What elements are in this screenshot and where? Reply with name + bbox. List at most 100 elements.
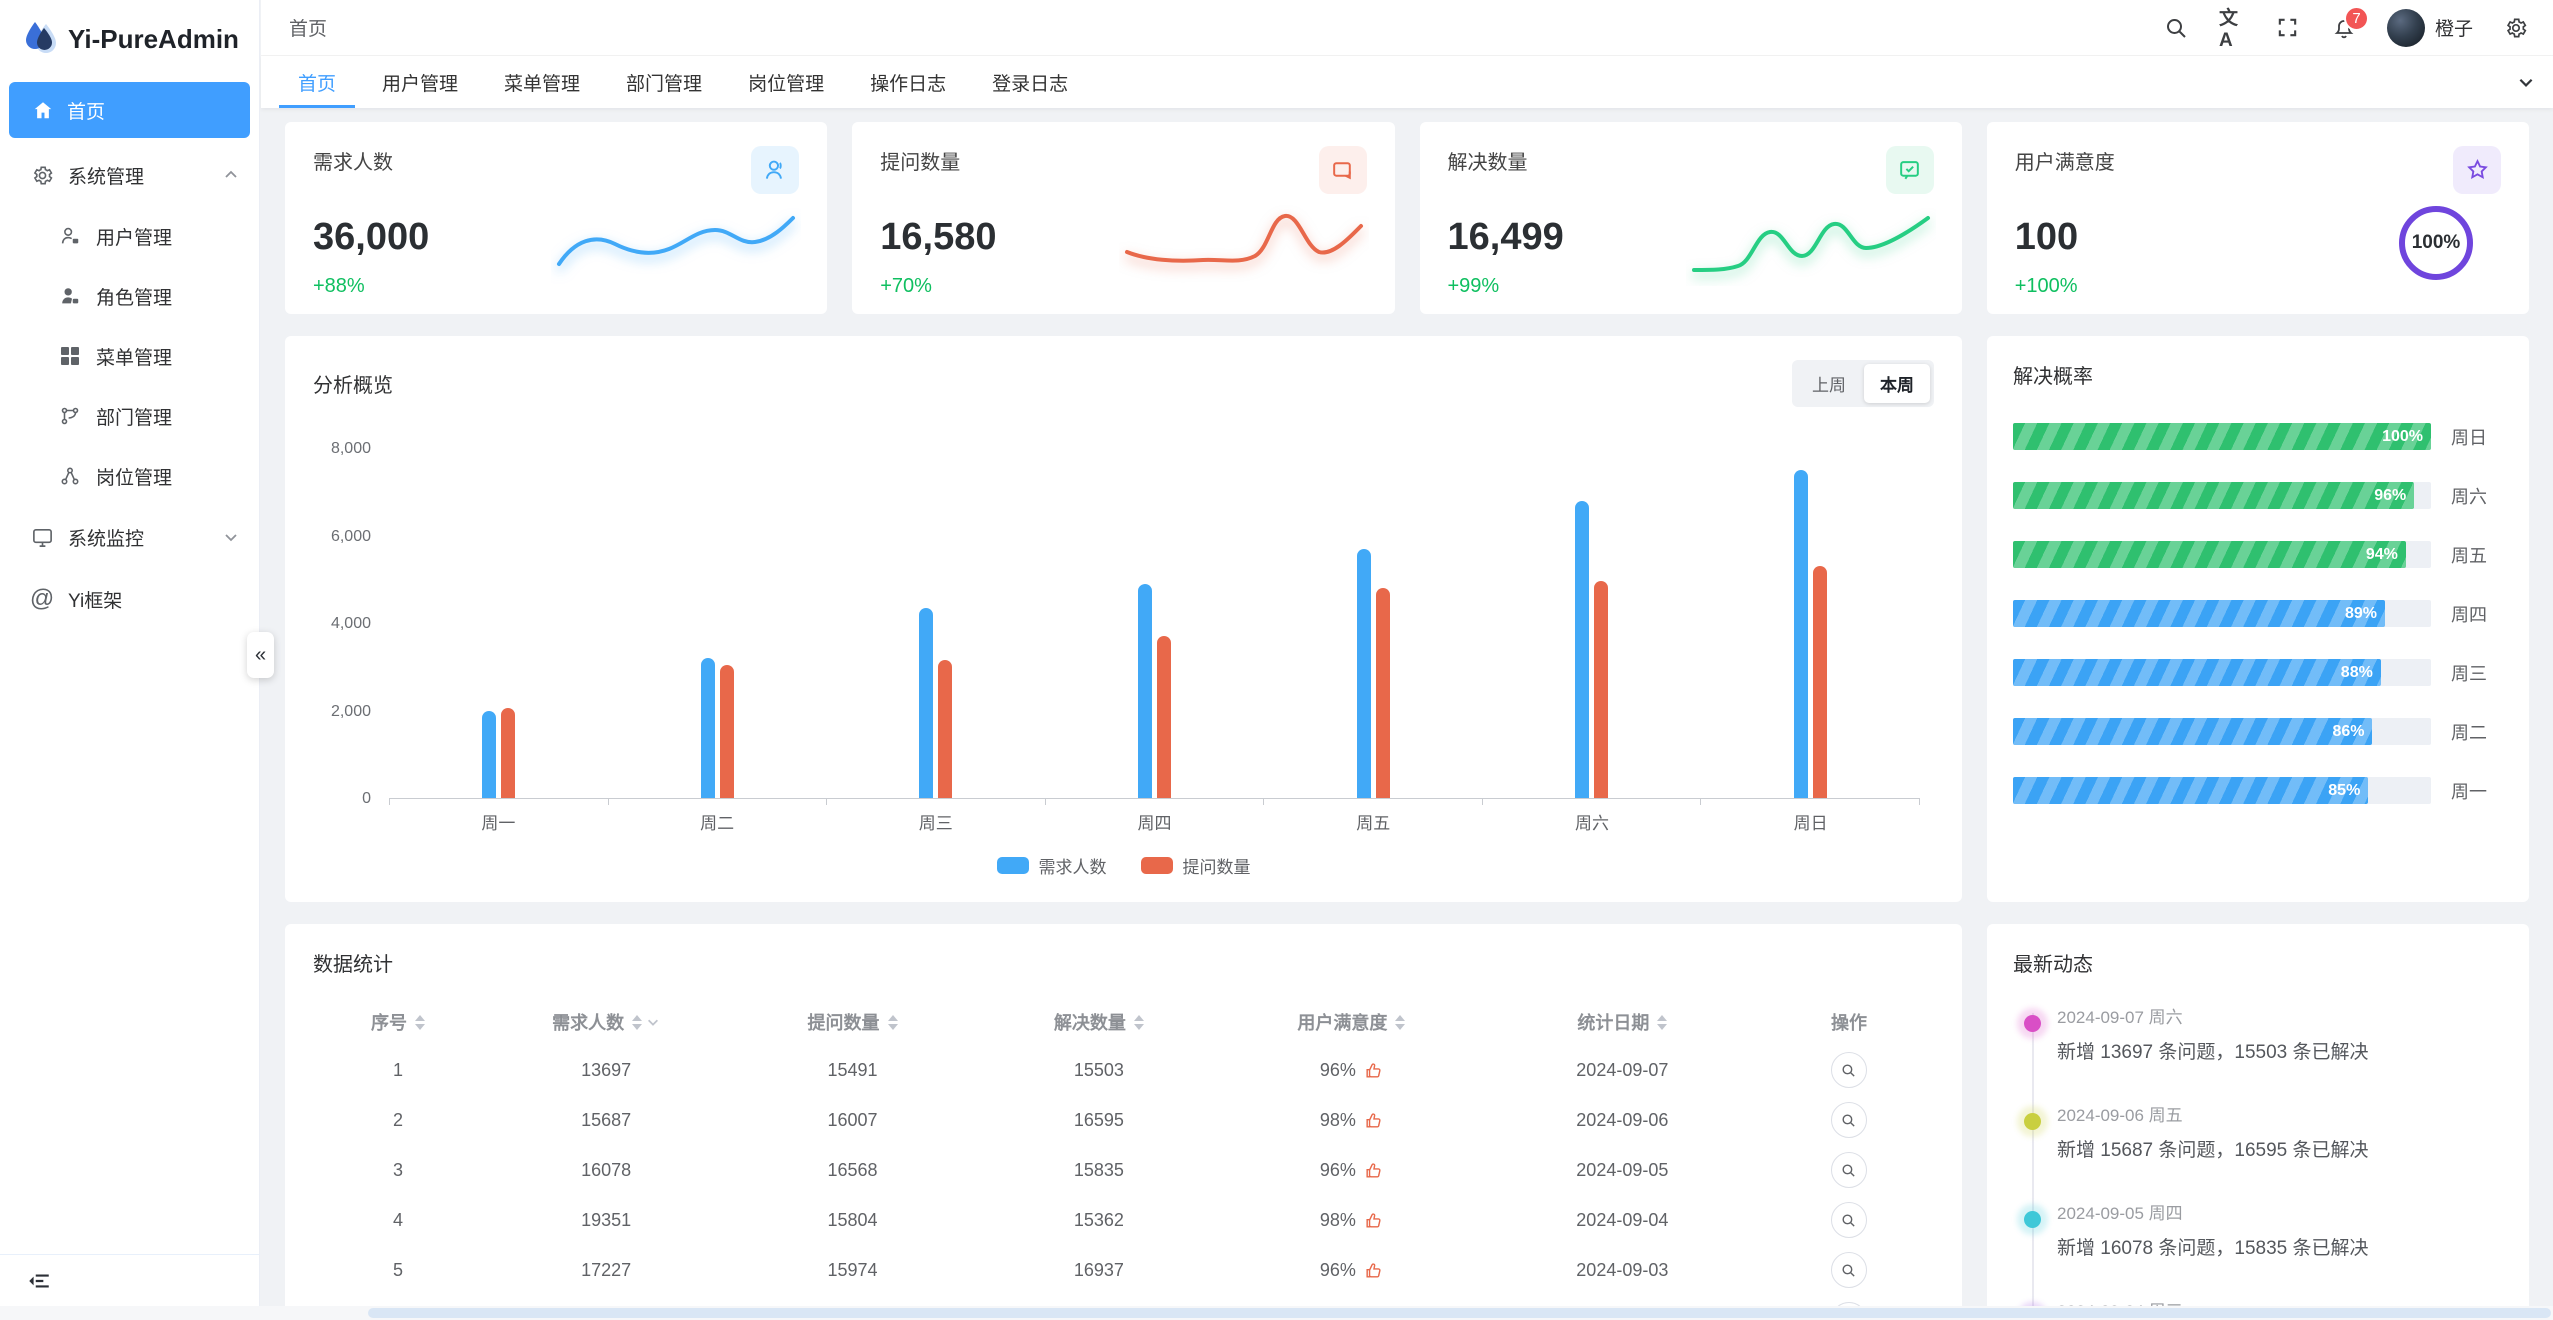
sidebar-item-menu-management[interactable]: 菜单管理 <box>0 326 259 386</box>
table-cell: 2024-09-04 <box>1576 1209 1669 1230</box>
last-week-button[interactable]: 上周 <box>1796 364 1862 403</box>
solve-rate-list: 100% 周日 96% 周六 94% 周五 89% 周四 <box>2013 423 2503 804</box>
sidebar-item-department-management[interactable]: 部门管理 <box>0 386 259 446</box>
row-view-button[interactable] <box>1830 1252 1867 1288</box>
legend-item-demand[interactable]: 需求人数 <box>996 853 1107 878</box>
horizontal-scrollbar[interactable] <box>0 1306 2553 1320</box>
table-cell: 2024-09-06 <box>1576 1109 1669 1130</box>
sidebar-item-post-management[interactable]: 岗位管理 <box>0 446 259 506</box>
progress-day-label: 周一 <box>2451 781 2487 802</box>
solve-rate-row: 94% 周五 <box>2013 541 2503 568</box>
tabs-more-chevron-icon[interactable] <box>2499 56 2553 108</box>
notifications-bell-icon[interactable]: 7 <box>2331 5 2369 41</box>
sidebar-item-user-management[interactable]: 用户管理 <box>0 206 259 266</box>
stat-card-solved: 解决数量 16,499 +99% <box>1419 122 1962 314</box>
logo[interactable]: Yi-PureAdmin <box>0 0 259 78</box>
role-user-icon <box>58 284 82 308</box>
table-cell: 2024-09-03 <box>1576 1259 1669 1280</box>
timeline-item: 2024-09-06 周五 新增 15687 条问题，16595 条已解决 <box>2024 1101 2503 1162</box>
sidebar-item-home[interactable]: 首页 <box>9 82 250 138</box>
column-header[interactable]: 序号 <box>313 1009 483 1035</box>
sidebar-item-label: 部门管理 <box>96 407 173 429</box>
timeline-text: 新增 16078 条问题，15835 条已解决 <box>2057 1238 2369 1259</box>
column-header[interactable]: 解决数量 <box>976 1009 1222 1035</box>
solve-rate-row: 88% 周三 <box>2013 659 2503 686</box>
column-header[interactable]: 提问数量 <box>729 1009 975 1035</box>
progress-day-label: 周五 <box>2451 545 2487 566</box>
sort-carets-icon[interactable] <box>887 1014 898 1030</box>
user-menu[interactable]: 橙子 <box>2386 8 2473 47</box>
table-cell: 2 <box>392 1109 403 1130</box>
settings-gear-icon[interactable] <box>2503 15 2529 41</box>
row-view-button[interactable] <box>1830 1102 1867 1138</box>
magnifier-icon <box>1842 1163 1856 1177</box>
column-header[interactable]: 统计日期 <box>1481 1009 1764 1035</box>
tab-operation-log[interactable]: 操作日志 <box>870 73 947 95</box>
legend-item-question[interactable]: 提问数量 <box>1140 853 1251 878</box>
stat-card-demand: 需求人数 36,000 +88% <box>285 122 828 314</box>
sidebar-item-label: 首页 <box>67 101 106 123</box>
table-row: 4 19351 15804 15362 98% 2024-09-04 <box>313 1195 1934 1245</box>
sidebar-item-label: Yi框架 <box>68 590 123 612</box>
bar-demand <box>700 658 715 798</box>
chevron-down-icon <box>223 529 239 545</box>
sort-carets-icon[interactable] <box>632 1014 643 1030</box>
sidebar-item-system-management[interactable]: 系统管理 <box>0 144 259 206</box>
satisfaction-ring-label: 100% <box>2411 232 2461 253</box>
sidebar-item-label: 岗位管理 <box>96 467 173 489</box>
data-table: 序号 需求人数 提问数量 解决数量 用户满意度 统计日期 操作 1 13697 … <box>313 999 1934 1306</box>
star-icon <box>2453 146 2501 194</box>
y-tick: 4,000 <box>330 615 371 632</box>
column-header[interactable]: 需求人数 <box>483 1009 729 1035</box>
translate-icon[interactable]: 文A <box>2218 8 2238 51</box>
share-network-icon <box>58 464 82 488</box>
stat-card-delta: +99% <box>1447 275 1500 297</box>
breadcrumb[interactable]: 首页 <box>289 19 328 40</box>
tab-department-management[interactable]: 部门管理 <box>626 73 703 95</box>
tab-menu-management[interactable]: 菜单管理 <box>504 73 581 95</box>
row-view-button[interactable] <box>1830 1152 1867 1188</box>
stat-card-title: 用户满意度 <box>2014 152 2115 174</box>
progress-value: 94% <box>2365 545 2398 563</box>
sidebar: Yi-PureAdmin 首页 系统管理 <box>0 0 260 1306</box>
row-view-button[interactable] <box>1830 1052 1867 1088</box>
sidebar-collapse-handle[interactable]: « <box>247 632 274 678</box>
sort-carets-icon[interactable] <box>1395 1014 1406 1030</box>
tab-user-management[interactable]: 用户管理 <box>382 73 459 95</box>
column-header: 操作 <box>1830 1013 1867 1033</box>
scrollbar-thumb[interactable] <box>368 1308 2551 1318</box>
satisfaction-cell: 98% <box>1222 1210 1481 1231</box>
tab-post-management[interactable]: 岗位管理 <box>748 73 825 95</box>
sort-carets-icon[interactable] <box>1133 1014 1144 1030</box>
table-cell: 15491 <box>827 1059 878 1080</box>
sidebar-item-yi-framework[interactable]: @ Yi框架 <box>0 568 259 630</box>
message-check-icon <box>1885 146 1934 194</box>
this-week-button[interactable]: 本周 <box>1864 364 1930 403</box>
tab-home[interactable]: 首页 <box>275 56 359 108</box>
sidebar-item-system-monitor[interactable]: 系统监控 <box>0 506 259 568</box>
sidebar-item-role-management[interactable]: 角色管理 <box>0 266 259 326</box>
bar-question <box>1813 566 1828 798</box>
x-tick: 周一 <box>481 814 516 833</box>
stat-card-delta: +70% <box>880 275 932 297</box>
sort-carets-icon[interactable] <box>415 1014 425 1030</box>
y-tick: 8,000 <box>330 440 371 457</box>
sort-carets-icon[interactable] <box>1657 1014 1668 1030</box>
thumbs-up-icon <box>1366 1112 1381 1128</box>
thumbs-up-icon <box>1366 1262 1381 1278</box>
stat-card-delta: +100% <box>2014 275 2078 297</box>
y-tick: 0 <box>362 790 371 807</box>
fullscreen-icon[interactable] <box>2275 15 2301 41</box>
at-icon: @ <box>29 585 55 612</box>
x-axis-ticks <box>389 799 1920 805</box>
fold-sidebar-icon[interactable] <box>26 1268 52 1294</box>
x-tick: 周二 <box>700 814 735 833</box>
table-cell: 15835 <box>1073 1159 1124 1180</box>
tab-login-log[interactable]: 登录日志 <box>992 73 1069 95</box>
stat-card-value: 100 <box>2014 216 2079 258</box>
bottom-row: 数据统计 序号 需求人数 提问数量 解决数量 用户满意度 统计日期 操作 1 <box>285 924 2529 1306</box>
progress-day-label: 周二 <box>2451 722 2487 743</box>
search-icon[interactable] <box>2163 15 2189 41</box>
row-view-button[interactable] <box>1830 1202 1867 1238</box>
column-header[interactable]: 用户满意度 <box>1222 1009 1481 1035</box>
